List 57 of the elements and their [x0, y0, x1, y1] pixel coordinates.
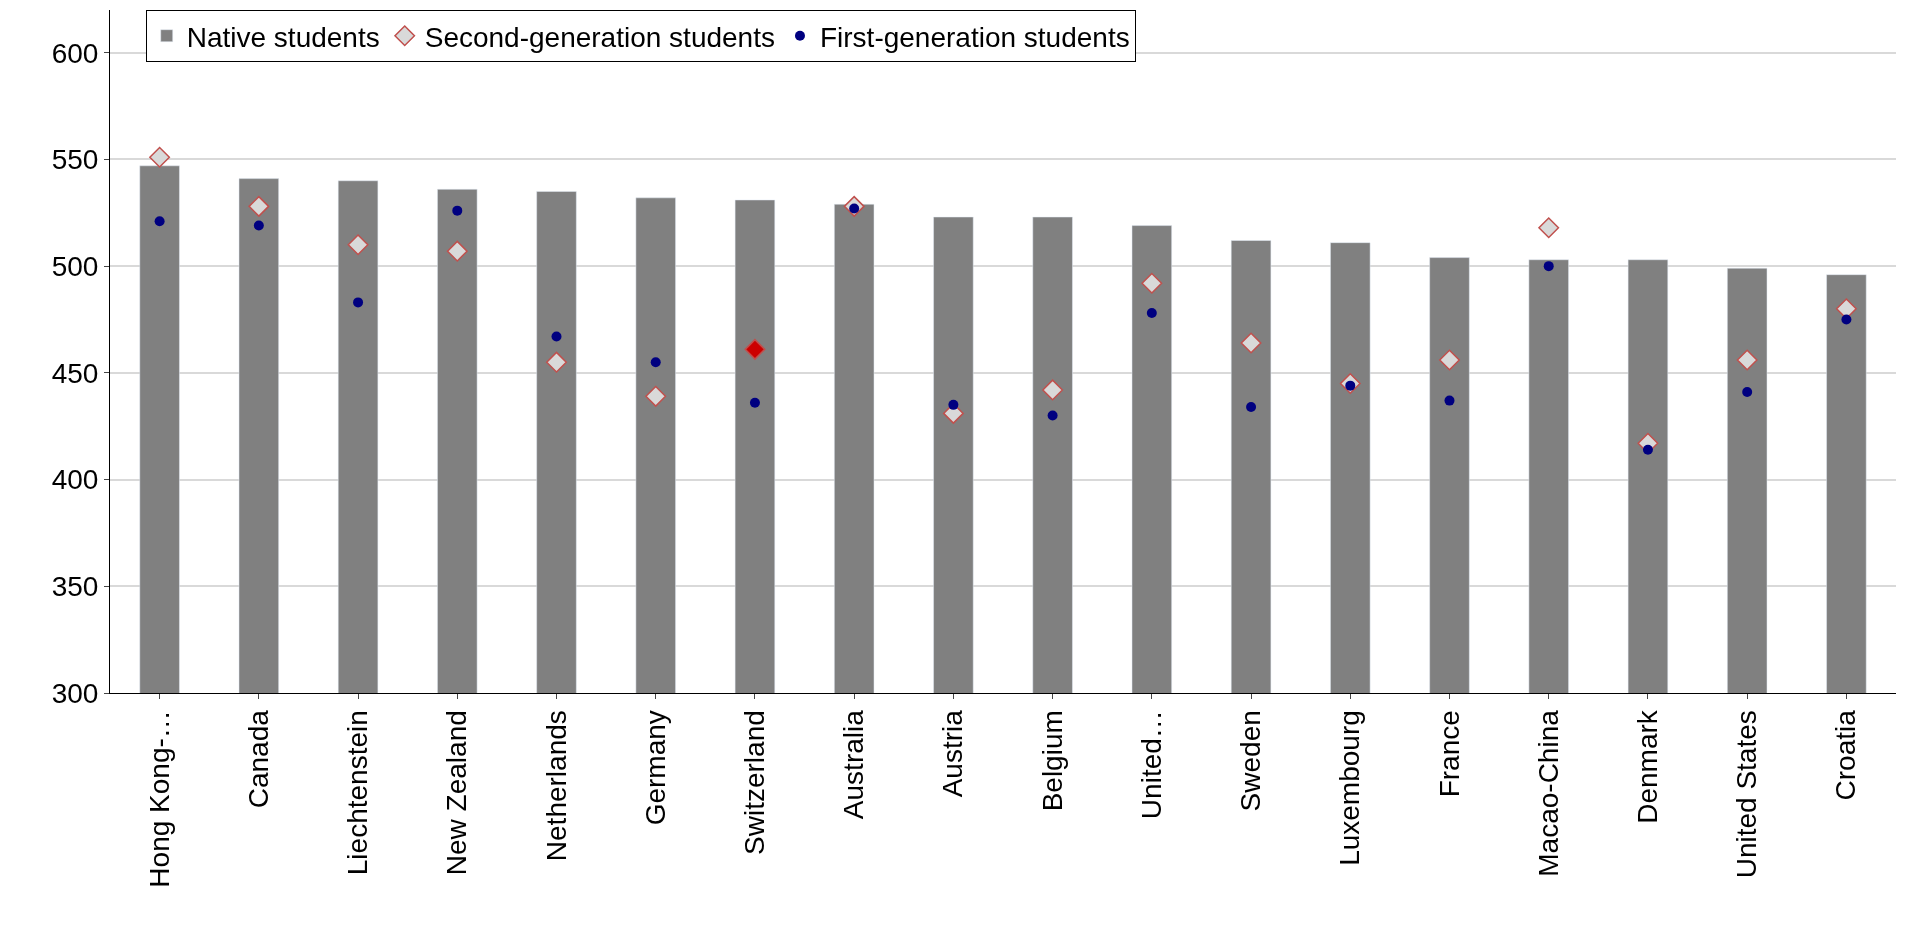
point: [154, 216, 165, 227]
point: [253, 220, 264, 231]
x-tick-label: Netherlands: [540, 710, 572, 862]
x-tick-label: United…: [1135, 710, 1167, 820]
point: [948, 399, 959, 410]
point: [1047, 410, 1058, 421]
x-tick-label: Hong Kong-…: [143, 710, 175, 888]
x-tick-label: Canada: [242, 709, 274, 809]
point: [353, 297, 364, 308]
point: [551, 331, 562, 342]
point: [248, 195, 270, 217]
x-tick-label: Croatia: [1830, 709, 1862, 801]
y-tick-label: 500: [51, 250, 99, 282]
point: [1642, 444, 1653, 455]
point: [749, 397, 760, 408]
x-tick-label: Macao-China: [1532, 709, 1564, 877]
x-tick-label: Australia: [838, 709, 870, 820]
legend-label: Second-generation students: [424, 21, 775, 53]
x-tick-label: New Zealand: [441, 710, 473, 876]
y-tick-label: 400: [51, 464, 99, 496]
y-tick-label: 550: [51, 144, 99, 176]
point: [744, 338, 766, 360]
x-tick-label: Belgium: [1036, 710, 1068, 812]
point: [149, 146, 171, 168]
legend-label: Native students: [186, 21, 380, 53]
legend-label: First-generation students: [819, 21, 1130, 53]
point: [1141, 272, 1163, 294]
x-tick-label: Switzerland: [739, 710, 771, 855]
y-tick-label: 300: [51, 677, 99, 709]
y-tick-label: 350: [51, 571, 99, 603]
point: [1742, 387, 1753, 398]
point: [1444, 395, 1455, 406]
point: [1538, 217, 1560, 239]
x-tick-label: Austria: [937, 709, 969, 798]
point: [645, 385, 667, 407]
point: [347, 234, 369, 256]
x-tick-label: Germany: [639, 710, 671, 826]
point: [1246, 401, 1257, 412]
x-tick-label: Liechtenstein: [342, 710, 374, 876]
x-tick-label: Denmark: [1632, 709, 1664, 824]
point: [546, 351, 567, 373]
x-tick-label: Sweden: [1235, 710, 1267, 812]
x-tick-label: United States: [1731, 710, 1763, 879]
x-tick-label: Luxembourg: [1334, 710, 1366, 866]
point: [1543, 261, 1554, 272]
y-tick-label: 600: [51, 37, 99, 69]
point: [1439, 349, 1460, 371]
point: [1042, 379, 1064, 401]
x-tick-label: France: [1433, 710, 1465, 798]
point: [1841, 314, 1852, 325]
point: [1146, 308, 1157, 319]
point: [446, 240, 468, 262]
point: [1736, 349, 1758, 371]
point: [1240, 332, 1262, 354]
point: [452, 205, 463, 216]
y-tick-label: 450: [51, 357, 99, 389]
point: [650, 357, 661, 368]
